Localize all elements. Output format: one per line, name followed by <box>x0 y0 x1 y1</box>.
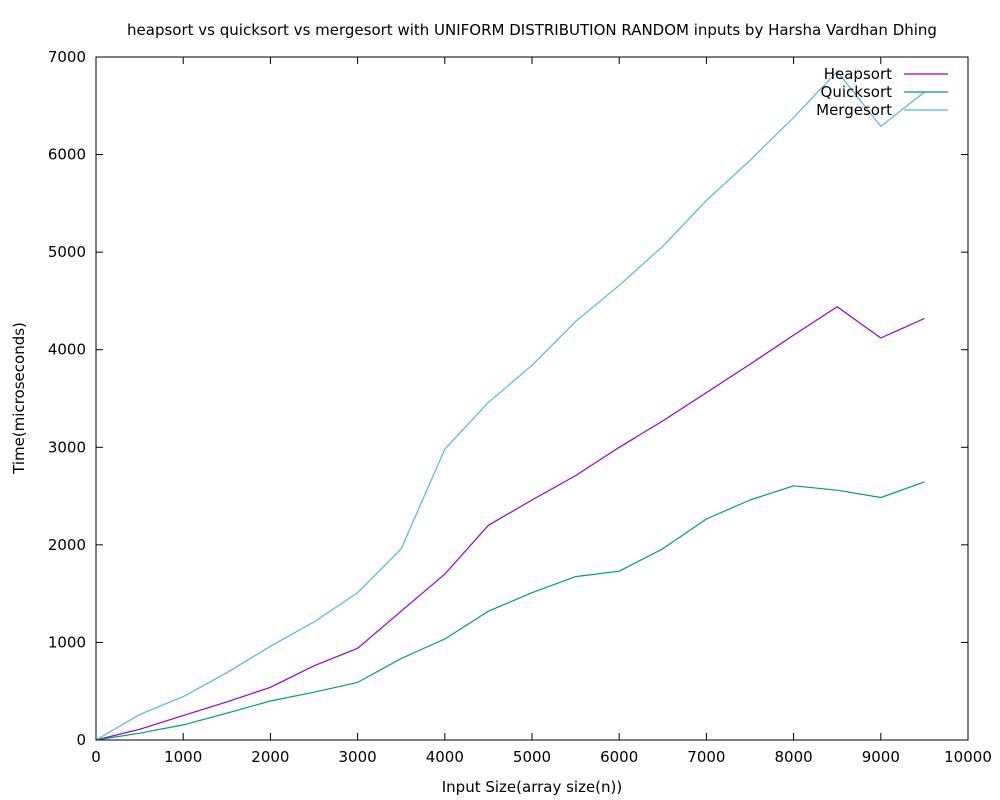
y-axis-label: Time(microseconds) <box>10 322 28 475</box>
legend-label-mergesort: Mergesort <box>816 101 892 119</box>
legend-label-quicksort: Quicksort <box>821 83 893 101</box>
x-tick-label: 8000 <box>775 748 813 766</box>
series-line-quicksort <box>95 481 925 741</box>
x-tick-label: 10000 <box>944 748 992 766</box>
y-tick-label: 5000 <box>48 243 86 261</box>
y-tick-label: 3000 <box>48 438 86 456</box>
x-tick-label: 6000 <box>600 748 638 766</box>
x-tick-label: 9000 <box>862 748 900 766</box>
y-tick-label: 2000 <box>48 536 86 554</box>
x-tick-label: 0 <box>91 748 101 766</box>
chart-title: heapsort vs quicksort vs mergesort with … <box>127 21 937 39</box>
x-tick-label: 3000 <box>339 748 377 766</box>
x-tick-label: 5000 <box>513 748 551 766</box>
axis-ticks: 0 1000 2000 3000 4000 5000 6000 7000 8000 9000 100… <box>48 48 992 766</box>
x-tick-label: 4000 <box>426 748 464 766</box>
y-tick-label: 6000 <box>48 146 86 164</box>
x-tick-label: 7000 <box>687 748 725 766</box>
plot-frame <box>95 56 969 741</box>
series-line-mergesort <box>95 70 925 741</box>
y-tick-label: 7000 <box>48 48 86 66</box>
x-tick-label: 2000 <box>251 748 289 766</box>
y-tick-label: 1000 <box>48 633 86 651</box>
x-tick-label: 1000 <box>164 748 202 766</box>
series-line-heapsort <box>95 306 925 741</box>
y-tick-label: 4000 <box>48 341 86 359</box>
series-lines <box>95 70 925 741</box>
x-axis-label: Input Size(array size(n)) <box>442 778 623 796</box>
y-tick-label: 0 <box>76 731 86 749</box>
legend-label-heapsort: Heapsort <box>824 65 892 83</box>
